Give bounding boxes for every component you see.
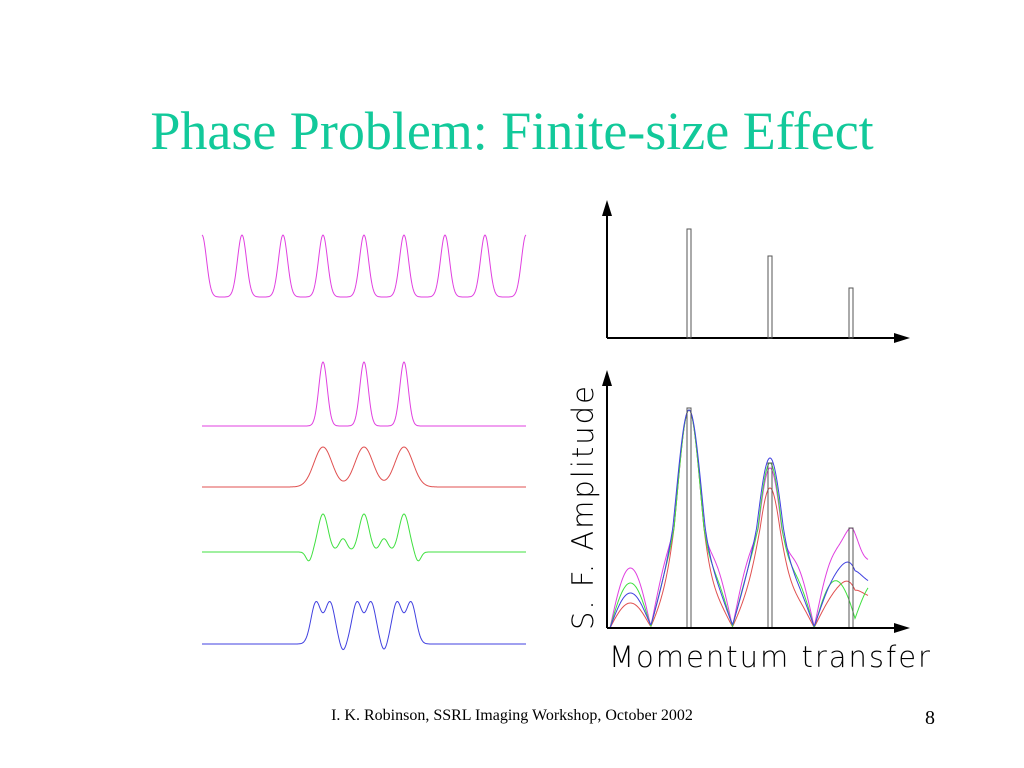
oscillating-profile (202, 513, 526, 562)
sf-curve-red (609, 409, 869, 629)
bragg-peak-3 (848, 287, 854, 339)
real-space-profiles (201, 234, 527, 651)
sf-curves (609, 409, 869, 629)
top-y-arrow (602, 200, 612, 216)
bragg-peak-1 (686, 228, 692, 339)
footer-credit: I. K. Robinson, SSRL Imaging Workshop, O… (331, 707, 693, 724)
top-x-arrow (894, 333, 910, 343)
bottom-y-arrow (602, 370, 612, 386)
structure-factor-plot: S. F. Amplitude Momentum transfer (566, 370, 932, 674)
sf-bragg-bar-3 (848, 527, 854, 629)
slide-number: 8 (925, 707, 935, 729)
y-axis-label: S. F. Amplitude (566, 384, 600, 630)
sf-curve-blue (609, 409, 869, 629)
sf-bragg-bar-1 (686, 407, 692, 629)
sf-curve-magenta (609, 409, 869, 629)
bottom-x-arrow (894, 623, 910, 633)
infinite-crystal-profile (201, 234, 527, 298)
finite-crystal-profile (202, 361, 526, 427)
smooth-profile (202, 446, 526, 488)
x-axis-label: Momentum transfer (609, 640, 932, 674)
bragg-peak-2 (767, 255, 773, 339)
slide-title: Phase Problem: Finite-size Effect (150, 101, 874, 161)
flat-top-profile (202, 600, 526, 651)
bragg-peak-plot (602, 200, 910, 343)
